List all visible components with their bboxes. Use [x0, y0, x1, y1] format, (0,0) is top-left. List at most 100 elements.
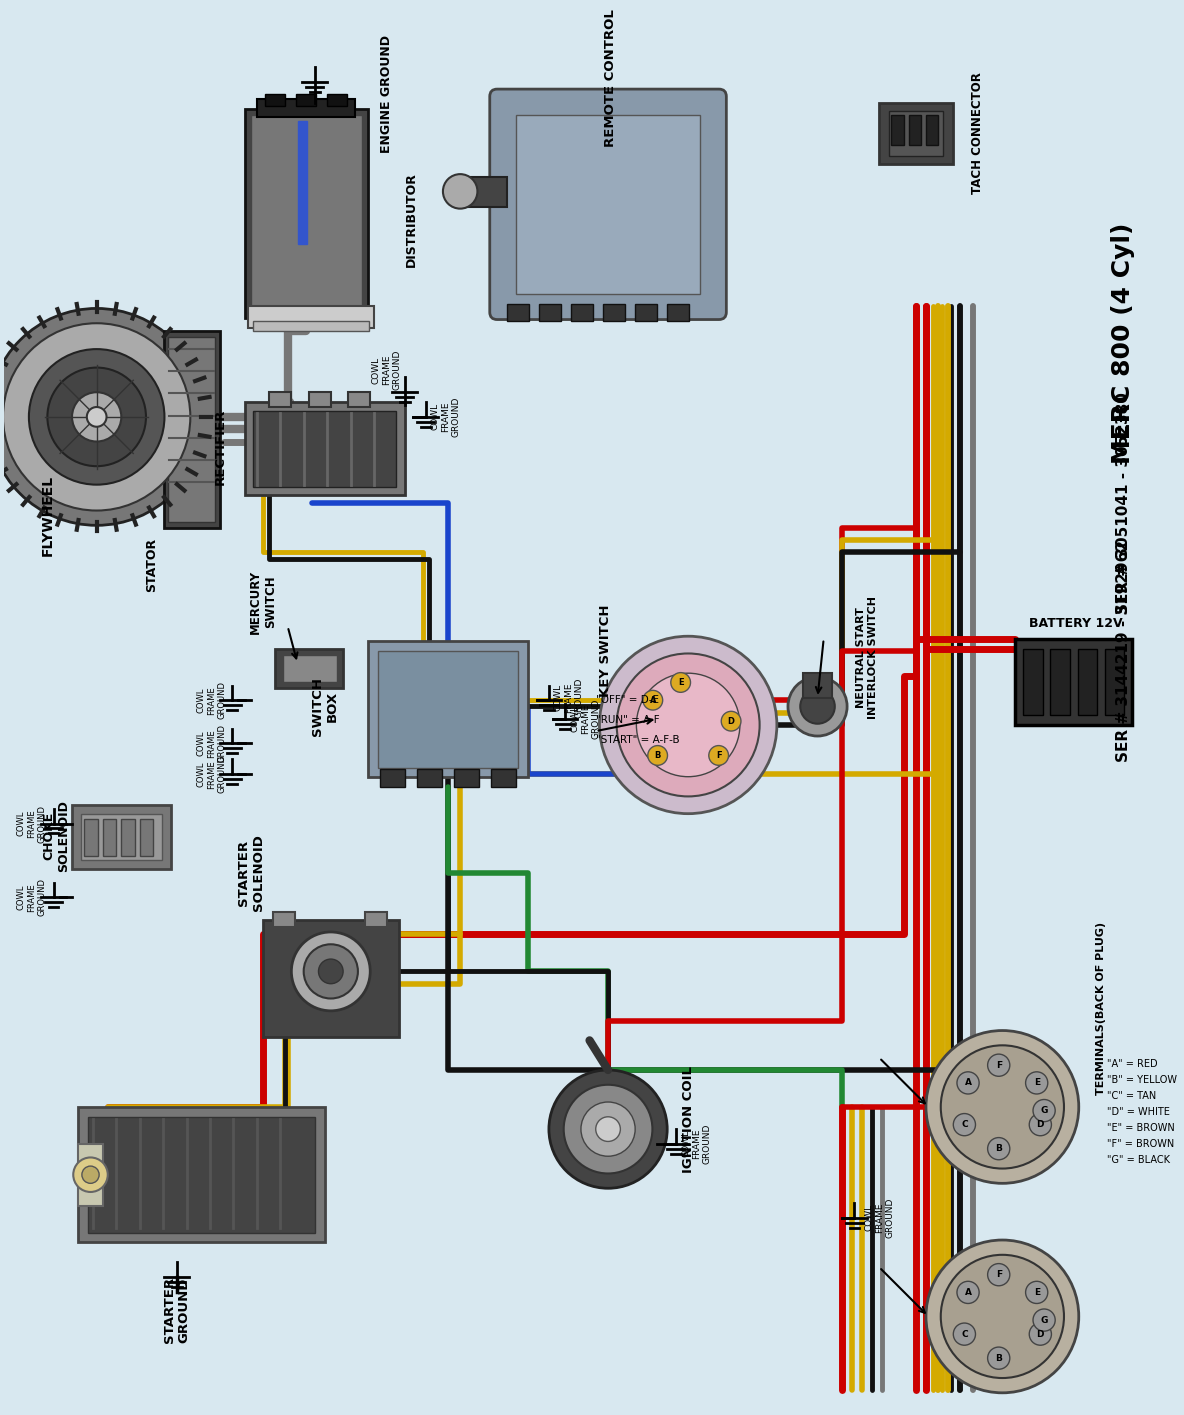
Circle shape — [28, 350, 165, 485]
Bar — [265, 93, 285, 106]
Text: B: B — [655, 751, 661, 760]
Bar — [78, 1107, 324, 1242]
Text: CHOKE
SOLENOID: CHOKE SOLENOID — [41, 799, 70, 872]
Circle shape — [926, 1240, 1079, 1392]
Circle shape — [721, 712, 741, 732]
Bar — [84, 819, 98, 856]
Circle shape — [549, 1070, 668, 1189]
Circle shape — [953, 1323, 976, 1346]
Bar — [276, 648, 343, 688]
Text: COWL
FRAME
GROUND: COWL FRAME GROUND — [17, 805, 46, 842]
Text: "F" = BROWN: "F" = BROWN — [1107, 1139, 1175, 1149]
Text: DISTRIBUTOR: DISTRIBUTOR — [405, 173, 418, 267]
Text: STARTER
GROUND: STARTER GROUND — [162, 1278, 191, 1343]
Circle shape — [636, 674, 740, 777]
Circle shape — [789, 676, 847, 736]
Bar — [366, 913, 387, 927]
Text: B: B — [996, 1354, 1002, 1363]
Bar — [245, 109, 368, 318]
Circle shape — [596, 1116, 620, 1142]
Text: A: A — [965, 1078, 972, 1087]
Text: TERMINALS(BACK OF PLUG): TERMINALS(BACK OF PLUG) — [1096, 921, 1106, 1095]
Circle shape — [599, 637, 777, 814]
Bar — [380, 770, 405, 787]
Text: FLYWHEEL: FLYWHEEL — [40, 475, 54, 556]
Bar — [263, 920, 399, 1037]
Text: "G" = BLACK: "G" = BLACK — [1107, 1155, 1170, 1165]
Text: C: C — [961, 1330, 967, 1339]
Circle shape — [1029, 1323, 1051, 1346]
Text: NEUTRAL START
INTERLOCK SWITCH: NEUTRAL START INTERLOCK SWITCH — [856, 596, 877, 719]
Bar — [78, 1143, 103, 1206]
Text: "OFF" = D-E: "OFF" = D-E — [596, 695, 658, 705]
Circle shape — [291, 932, 371, 1010]
Bar — [491, 770, 516, 787]
Text: E: E — [678, 678, 683, 686]
Bar — [571, 304, 593, 321]
Bar — [269, 392, 291, 408]
Text: COWL
FRAME
GROUND: COWL FRAME GROUND — [197, 756, 226, 794]
Text: COWL
FRAME
GROUND: COWL FRAME GROUND — [197, 724, 226, 763]
Bar — [507, 304, 529, 321]
Circle shape — [47, 368, 146, 466]
Bar — [249, 306, 374, 328]
Circle shape — [0, 308, 205, 525]
Bar — [1050, 648, 1070, 715]
Circle shape — [957, 1071, 979, 1094]
Bar — [140, 819, 154, 856]
Bar — [245, 402, 405, 494]
Bar — [539, 304, 561, 321]
Text: "C" = TAN: "C" = TAN — [1107, 1091, 1157, 1101]
Circle shape — [1032, 1309, 1055, 1332]
Circle shape — [648, 746, 668, 766]
Text: COWL
FRAME
GROUND: COWL FRAME GROUND — [197, 681, 226, 719]
Bar — [1105, 648, 1125, 715]
Bar — [892, 115, 903, 144]
Circle shape — [72, 392, 121, 441]
Bar — [603, 304, 625, 321]
Text: COWL
FRAME
GROUND: COWL FRAME GROUND — [431, 396, 461, 437]
Bar — [121, 819, 135, 856]
Text: "RUN" = A-F: "RUN" = A-F — [596, 715, 659, 724]
Text: F: F — [716, 751, 721, 760]
Bar — [1077, 648, 1098, 715]
FancyBboxPatch shape — [490, 89, 726, 320]
Circle shape — [581, 1102, 635, 1156]
Bar — [272, 913, 295, 927]
Text: F: F — [996, 1061, 1002, 1070]
Bar — [889, 112, 944, 156]
Bar — [297, 122, 308, 245]
Bar — [296, 93, 316, 106]
Text: BATTERY 12V: BATTERY 12V — [1030, 617, 1124, 631]
Text: ENGINE GROUND: ENGINE GROUND — [380, 35, 393, 153]
Bar — [72, 805, 170, 869]
Circle shape — [4, 323, 191, 511]
Text: "E" = BROWN: "E" = BROWN — [1107, 1124, 1175, 1133]
Circle shape — [926, 1030, 1079, 1183]
Text: SER # 3051041 - 3052380: SER # 3051041 - 3052380 — [1115, 392, 1131, 614]
Bar — [378, 651, 519, 768]
Text: REMOTE CONTROL: REMOTE CONTROL — [604, 8, 617, 147]
Bar — [635, 304, 657, 321]
Circle shape — [800, 689, 835, 723]
Text: MERCURY
SWITCH: MERCURY SWITCH — [249, 570, 277, 634]
Circle shape — [1029, 1114, 1051, 1136]
Bar — [348, 392, 371, 408]
Bar — [165, 331, 220, 528]
Circle shape — [303, 944, 358, 999]
Circle shape — [709, 746, 728, 766]
Text: COWL
FRAME
GROUND: COWL FRAME GROUND — [17, 879, 46, 917]
Circle shape — [953, 1114, 976, 1136]
Circle shape — [987, 1347, 1010, 1370]
Text: TACH CONNECTOR: TACH CONNECTOR — [971, 72, 984, 194]
Text: E: E — [1034, 1078, 1040, 1087]
Circle shape — [987, 1138, 1010, 1160]
Circle shape — [957, 1282, 979, 1303]
Bar — [880, 103, 953, 164]
Bar — [253, 410, 397, 487]
Text: COWL
FRAME
GROUND: COWL FRAME GROUND — [682, 1124, 712, 1165]
Bar — [417, 770, 442, 787]
Text: "A" = RED: "A" = RED — [1107, 1058, 1158, 1068]
Circle shape — [1025, 1282, 1048, 1303]
Text: STATOR: STATOR — [146, 538, 159, 591]
